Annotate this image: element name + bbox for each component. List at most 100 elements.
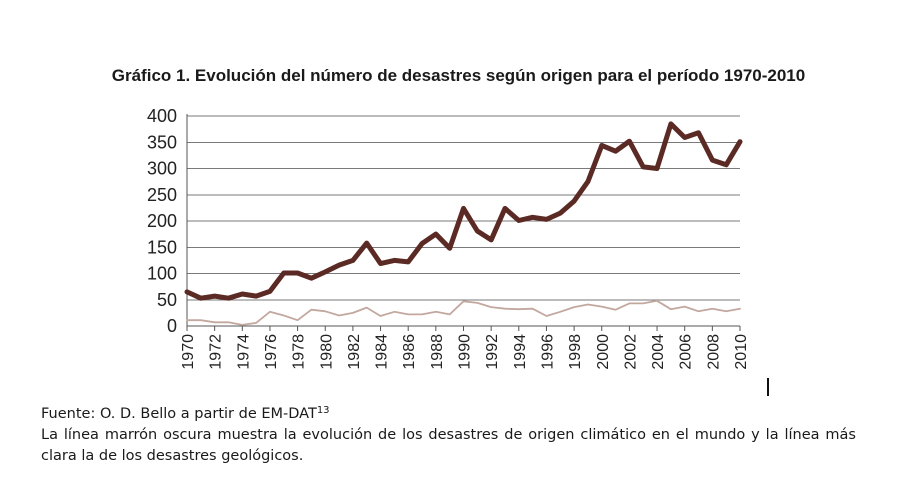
x-tick-label-1986: 1986 (401, 334, 418, 370)
point-s1-1972 (214, 321, 216, 323)
series-lines (184, 121, 743, 326)
point-s0-1992 (490, 239, 492, 241)
point-s0-1975 (255, 295, 257, 297)
point-s0-2007 (697, 132, 700, 134)
point-s1-1979 (310, 309, 312, 311)
x-tick-label-1978: 1978 (291, 334, 308, 370)
point-s1-1977 (283, 314, 285, 317)
point-s1-2001 (615, 309, 617, 311)
y-tick-label-0: 0 (167, 316, 177, 336)
y-tick-label-150: 150 (147, 237, 177, 257)
point-s0-1996 (545, 218, 548, 220)
point-s0-2009 (725, 164, 727, 166)
point-s0-2001 (615, 150, 617, 152)
point-s0-1989 (449, 247, 451, 249)
source-footnote-ref: 13 (316, 405, 330, 416)
point-s0-2008 (711, 159, 714, 161)
x-tick-label-1970: 1970 (180, 334, 197, 370)
point-s0-1993 (504, 207, 506, 209)
x-tick-label-2008: 2008 (705, 334, 722, 370)
point-s1-1992 (490, 306, 492, 308)
point-s1-2005 (670, 308, 672, 310)
point-s1-2007 (697, 310, 700, 312)
x-tick-label-1992: 1992 (484, 334, 501, 370)
point-s0-2000 (601, 144, 603, 146)
point-s0-1978 (297, 272, 299, 274)
point-s0-1977 (283, 272, 285, 274)
figure-caption: Fuente: O. D. Bello a partir de EM-DAT13… (41, 400, 856, 467)
point-s1-1988 (435, 311, 437, 313)
point-s1-1983 (366, 307, 368, 309)
gridlines (187, 115, 740, 301)
x-tick-label-1980: 1980 (318, 334, 335, 370)
x-tick-label-1988: 1988 (429, 334, 446, 370)
y-tick-label-50: 50 (157, 290, 177, 310)
series-line-1 (186, 299, 741, 326)
point-s1-2000 (601, 306, 603, 308)
point-s1-1987 (421, 313, 423, 315)
point-s1-1991 (476, 302, 478, 304)
point-s0-1980 (324, 271, 326, 273)
y-tick-label-100: 100 (147, 264, 177, 284)
x-axis: 1970 1972 1974 1976 1978 1980 1982 1984 1986 1988… (180, 325, 750, 370)
y-tick-label-200: 200 (147, 211, 177, 231)
point-s0-1988 (435, 233, 437, 235)
point-s1-1995 (532, 308, 534, 310)
source-line: Fuente: O. D. Bello a partir de EM-DAT13 (41, 400, 856, 425)
point-s0-1995 (532, 216, 534, 218)
x-tick-label-1994: 1994 (512, 334, 529, 370)
point-s1-1984 (379, 315, 382, 317)
x-tick-label-1984: 1984 (374, 334, 391, 370)
point-s1-1993 (504, 308, 506, 310)
series-line-0 (184, 121, 743, 301)
point-s0-2010 (739, 141, 741, 143)
y-axis: 0 50 100 150 200 250 300 350 400 (147, 106, 188, 336)
x-tick-label-1982: 1982 (346, 334, 363, 370)
point-s1-1981 (338, 314, 340, 317)
point-s0-1990 (462, 207, 465, 209)
point-s0-1985 (393, 259, 395, 261)
point-s1-2009 (725, 310, 727, 312)
point-s1-1996 (545, 315, 548, 317)
x-tick-label-2004: 2004 (650, 334, 667, 370)
x-tick-label-2002: 2002 (622, 334, 639, 370)
x-tick-label-1976: 1976 (263, 334, 280, 370)
y-tick-label-350: 350 (147, 132, 177, 152)
point-s0-1986 (407, 261, 409, 263)
point-s0-1971 (200, 297, 202, 299)
point-s0-2002 (628, 140, 631, 142)
source-text: Fuente: O. D. Bello a partir de EM-DAT (41, 406, 317, 422)
point-s1-1997 (559, 311, 561, 313)
point-s1-1978 (297, 319, 299, 321)
point-s1-1971 (200, 319, 202, 321)
point-s0-2006 (684, 136, 686, 139)
x-tick-label-1974: 1974 (235, 334, 252, 370)
point-s0-1979 (310, 277, 312, 279)
y-tick-label-300: 300 (147, 159, 177, 179)
y-tick-label-400: 400 (147, 106, 177, 126)
point-s0-2004 (656, 167, 658, 170)
point-s1-1973 (227, 321, 230, 323)
point-s0-2005 (670, 123, 672, 125)
point-s0-1999 (587, 181, 589, 183)
point-s1-1990 (462, 300, 465, 302)
point-s0-2003 (642, 166, 644, 168)
point-s1-1986 (407, 313, 409, 315)
point-s1-1994 (518, 308, 520, 310)
point-s1-2006 (684, 306, 686, 308)
point-s0-1987 (421, 243, 423, 245)
text-cursor-mark (767, 378, 769, 396)
caption-description: La línea marrón oscura muestra la evoluc… (41, 427, 856, 464)
x-tick-label-1972: 1972 (208, 334, 225, 370)
x-tick-label-2000: 2000 (595, 334, 612, 370)
point-s0-1973 (227, 297, 230, 299)
point-s0-1983 (366, 242, 368, 244)
x-tick-label-1996: 1996 (539, 334, 556, 370)
point-s0-1974 (241, 293, 243, 295)
point-s0-1994 (518, 219, 520, 222)
chart-title: Gráfico 1. Evolución del número de desas… (111, 66, 806, 85)
point-s1-1975 (255, 322, 257, 324)
point-s1-1970 (186, 319, 188, 321)
point-s0-1970 (186, 291, 188, 293)
